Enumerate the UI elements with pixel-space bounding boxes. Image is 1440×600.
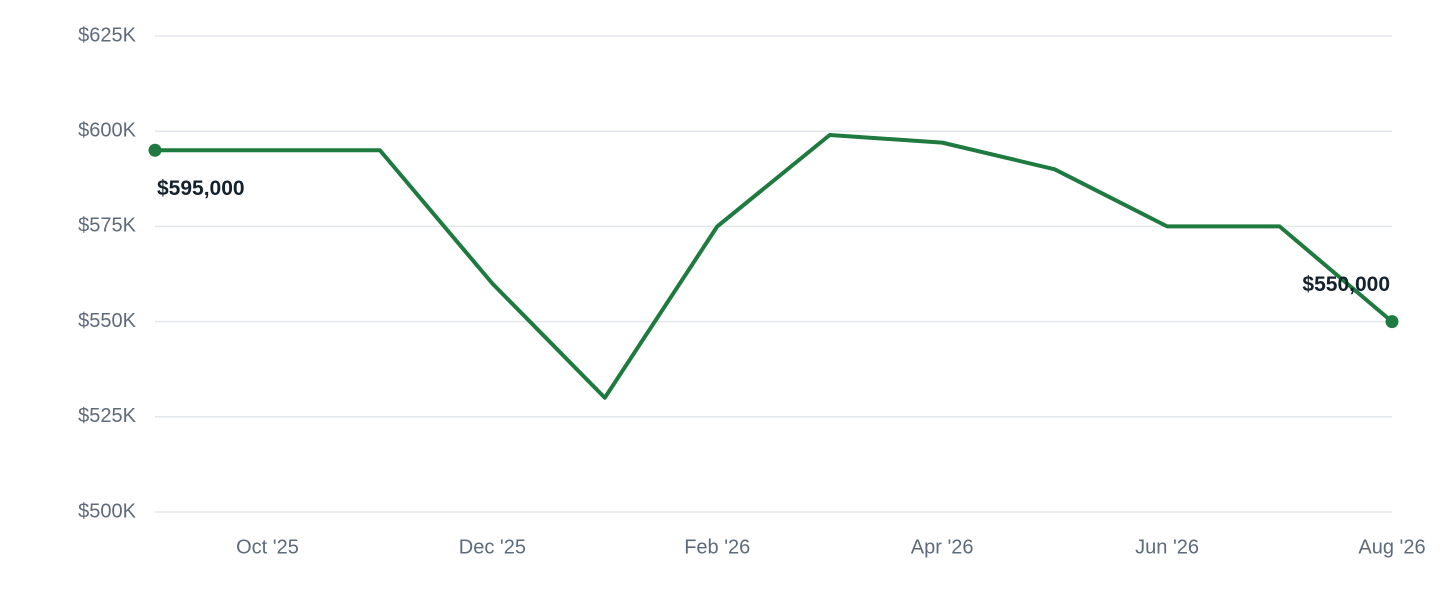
y-tick-label: $550K <box>78 310 136 332</box>
y-tick-label: $600K <box>78 119 136 141</box>
x-tick-label: Aug '26 <box>1358 536 1425 558</box>
x-tick-label: Apr '26 <box>911 536 974 558</box>
x-tick-label: Dec '25 <box>459 536 526 558</box>
x-tick-label: Feb '26 <box>684 536 750 558</box>
y-tick-label: $625K <box>78 24 136 46</box>
y-tick-label: $500K <box>78 500 136 522</box>
point <box>1385 315 1399 329</box>
point <box>148 143 162 157</box>
x-tick-label: Oct '25 <box>236 536 299 558</box>
y-tick-label: $525K <box>78 405 136 427</box>
value-label: $550,000 <box>1302 273 1390 296</box>
value-label: $595,000 <box>157 177 245 200</box>
x-tick-label: Jun '26 <box>1135 536 1199 558</box>
series-line <box>155 133 1394 400</box>
y-tick-label: $575K <box>78 215 136 237</box>
